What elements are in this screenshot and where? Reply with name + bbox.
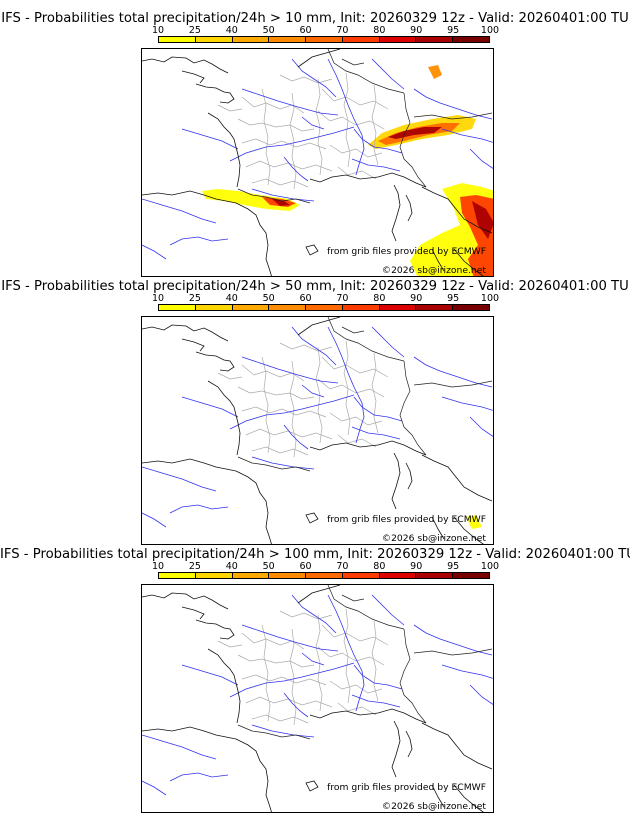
credit-copyright: ©2026 sb@irizone.net bbox=[381, 533, 486, 544]
colorbar-tick-label: 90 bbox=[410, 293, 423, 304]
panel-gt50: IFS - Probabilities total precipitation/… bbox=[0, 268, 630, 545]
colorbar-tick-label: 80 bbox=[373, 293, 386, 304]
colorbar-segment bbox=[232, 305, 270, 310]
colorbar-segment bbox=[306, 37, 343, 42]
colorbar-tick-label: 95 bbox=[447, 293, 460, 304]
map-frame: from grib files provided by ECMWF ©2026 … bbox=[141, 48, 494, 277]
colorbar-segment bbox=[306, 573, 343, 578]
precipitation-probability-overlay bbox=[466, 515, 482, 529]
precipitation-probability-overlay bbox=[202, 65, 493, 276]
colorbar-tick-label: 10 bbox=[151, 25, 165, 36]
colorbar bbox=[158, 304, 490, 311]
colorbar-tick-label: 70 bbox=[336, 293, 349, 304]
colorbar-segment bbox=[416, 37, 454, 42]
colorbar-segment bbox=[379, 305, 417, 310]
colorbar-tick-label: 80 bbox=[373, 561, 386, 572]
panel-title: IFS - Probabilities total precipitation/… bbox=[1, 279, 629, 294]
colorbar-tick-label: 60 bbox=[299, 25, 312, 36]
credit-source: from grib files provided by ECMWF bbox=[327, 782, 486, 793]
panel-gt100: IFS - Probabilities total precipitation/… bbox=[0, 536, 630, 813]
colorbar-segment bbox=[342, 305, 380, 310]
panel-title: IFS - Probabilities total precipitation/… bbox=[0, 547, 630, 562]
credit-copyright: ©2026 sb@irizone.net bbox=[381, 265, 486, 276]
colorbar-tick-label: 95 bbox=[447, 561, 460, 572]
colorbar-tick-label: 10 bbox=[151, 561, 165, 572]
colorbar-segment bbox=[232, 573, 270, 578]
colorbar-segment bbox=[159, 573, 196, 578]
colorbar-segment bbox=[416, 305, 454, 310]
colorbar-segment bbox=[306, 305, 343, 310]
colorbar-segment bbox=[379, 37, 417, 42]
colorbar-tick-label: 50 bbox=[262, 561, 275, 572]
colorbar-segment bbox=[342, 37, 380, 42]
colorbar-segment bbox=[269, 305, 307, 310]
base-map bbox=[142, 49, 493, 276]
colorbar-segment bbox=[453, 305, 490, 310]
credit-copyright: ©2026 sb@irizone.net bbox=[381, 801, 486, 812]
colorbar-tick-label: 100 bbox=[480, 561, 500, 572]
colorbar-tick-label: 50 bbox=[262, 293, 275, 304]
colorbar-segment bbox=[159, 37, 196, 42]
colorbar-tick-label: 70 bbox=[336, 25, 349, 36]
colorbar-segment bbox=[195, 305, 233, 310]
colorbar-tick-label: 70 bbox=[336, 561, 349, 572]
colorbar-tick-label: 60 bbox=[299, 561, 312, 572]
base-map bbox=[142, 585, 493, 812]
credit-source: from grib files provided by ECMWF bbox=[327, 246, 486, 257]
colorbar-segment bbox=[342, 573, 380, 578]
colorbar bbox=[158, 36, 490, 43]
colorbar-tick-label: 40 bbox=[225, 25, 238, 36]
colorbar bbox=[158, 572, 490, 579]
credit-source: from grib files provided by ECMWF bbox=[327, 514, 486, 525]
colorbar-tick-label: 25 bbox=[188, 25, 201, 36]
colorbar-tick-label: 100 bbox=[480, 293, 500, 304]
colorbar-segment bbox=[269, 573, 307, 578]
colorbar-tick-label: 25 bbox=[188, 561, 201, 572]
colorbar-tick-label: 50 bbox=[262, 25, 275, 36]
colorbar-tick-label: 60 bbox=[299, 293, 312, 304]
colorbar-tick-label: 95 bbox=[447, 25, 460, 36]
colorbar-tick-label: 40 bbox=[225, 561, 238, 572]
map-frame: from grib files provided by ECMWF ©2026 … bbox=[141, 316, 494, 545]
colorbar-segment bbox=[416, 573, 454, 578]
colorbar-segment bbox=[269, 37, 307, 42]
colorbar-tick-label: 90 bbox=[410, 25, 423, 36]
colorbar-segment bbox=[195, 573, 233, 578]
colorbar-segment bbox=[379, 573, 417, 578]
colorbar-tick-label: 80 bbox=[373, 25, 386, 36]
colorbar-tick-label: 25 bbox=[188, 293, 201, 304]
colorbar-tick-label: 100 bbox=[480, 25, 500, 36]
colorbar-segment bbox=[159, 305, 196, 310]
colorbar-segment bbox=[453, 573, 490, 578]
panel-title: IFS - Probabilities total precipitation/… bbox=[1, 11, 629, 26]
colorbar-tick-label: 90 bbox=[410, 561, 423, 572]
colorbar-segment bbox=[195, 37, 233, 42]
colorbar-segment bbox=[232, 37, 270, 42]
colorbar-tick-label: 40 bbox=[225, 293, 238, 304]
map-frame: from grib files provided by ECMWF ©2026 … bbox=[141, 584, 494, 813]
panel-gt10: IFS - Probabilities total precipitation/… bbox=[0, 0, 630, 277]
colorbar-segment bbox=[453, 37, 490, 42]
base-map bbox=[142, 317, 493, 544]
colorbar-tick-label: 10 bbox=[151, 293, 165, 304]
